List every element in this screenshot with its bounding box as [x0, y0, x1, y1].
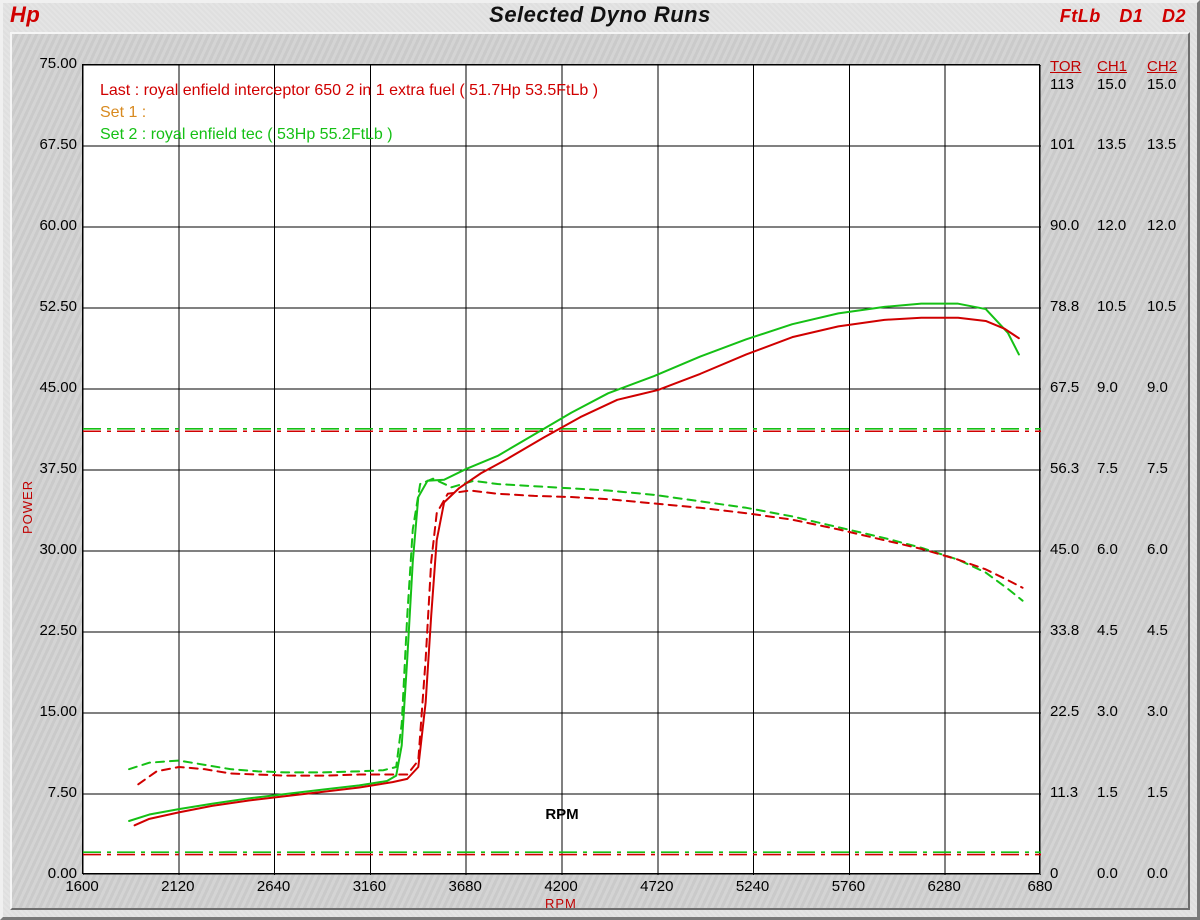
header-d2-label: D2 [1162, 6, 1186, 26]
right-tick: 10.5 [1097, 298, 1126, 315]
right-tick: 4.5 [1147, 622, 1168, 639]
title-bar: Hp Selected Dyno Runs FtLb D1 D2 [4, 2, 1196, 30]
right-tick: 12.0 [1147, 217, 1176, 234]
right-tick: 13.5 [1097, 136, 1126, 153]
right-tick: 101 [1050, 136, 1075, 153]
header-right-group: FtLb D1 D2 [1048, 2, 1186, 28]
right-tick: 3.0 [1097, 703, 1118, 720]
ytick-left: 52.50 [27, 298, 77, 315]
plot-frame: RPM Last : royal enfield interceptor 650… [10, 32, 1190, 910]
ytick-left: 37.50 [27, 460, 77, 477]
xtick: 3680 [449, 878, 482, 895]
ytick-left: 60.00 [27, 217, 77, 234]
header-title: Selected Dyno Runs [489, 2, 711, 27]
right-tick: 33.8 [1050, 622, 1079, 639]
legend-set2: Set 2 : royal enfield tec ( 53Hp 55.2FtL… [100, 126, 393, 144]
right-tick: 45.0 [1050, 541, 1079, 558]
right-tick: 7.5 [1147, 460, 1168, 477]
right-tick: 22.5 [1050, 703, 1079, 720]
ytick-left: 15.00 [27, 703, 77, 720]
right-tick: 67.5 [1050, 379, 1079, 396]
dyno-window: Hp Selected Dyno Runs FtLb D1 D2 RPM Las… [0, 0, 1200, 920]
right-tick: 0.0 [1097, 865, 1118, 882]
right-tick: 1.5 [1147, 784, 1168, 801]
xtick: 1600 [65, 878, 98, 895]
right-tick: 15.0 [1147, 76, 1176, 93]
right-tick: 15.0 [1097, 76, 1126, 93]
xtick: 5240 [736, 878, 769, 895]
right-tick: 113 [1050, 76, 1074, 93]
right-tick: 6.0 [1147, 541, 1168, 558]
ytick-left: 45.00 [27, 379, 77, 396]
right-header: TOR [1050, 58, 1081, 75]
ytick-left: 30.00 [27, 541, 77, 558]
ytick-left: 75.00 [27, 55, 77, 72]
right-tick: 0.0 [1147, 865, 1168, 882]
header-ftlb-label: FtLb [1060, 6, 1101, 26]
right-tick: 4.5 [1097, 622, 1118, 639]
right-tick: 0 [1050, 865, 1058, 882]
right-tick: 3.0 [1147, 703, 1168, 720]
header-d1-label: D1 [1119, 6, 1143, 26]
xtick: 4720 [640, 878, 673, 895]
right-tick: 78.8 [1050, 298, 1079, 315]
right-tick: 12.0 [1097, 217, 1126, 234]
legend-last: Last : royal enfield interceptor 650 2 i… [100, 82, 598, 100]
right-tick: 13.5 [1147, 136, 1176, 153]
legend-set1: Set 1 : [100, 104, 146, 122]
right-tick: 90.0 [1050, 217, 1079, 234]
x-axis-title: RPM [545, 896, 577, 911]
ytick-left: 67.50 [27, 136, 77, 153]
xtick: 2640 [257, 878, 290, 895]
ytick-left: 7.50 [27, 784, 77, 801]
plot-svg [83, 65, 1041, 875]
plot-area[interactable]: RPM [82, 64, 1040, 874]
rpm-center-label: RPM [545, 806, 578, 823]
right-tick: 10.5 [1147, 298, 1176, 315]
right-tick: 6.0 [1097, 541, 1118, 558]
right-tick: 9.0 [1097, 379, 1118, 396]
y-axis-title: POWER [20, 480, 35, 534]
right-tick: 1.5 [1097, 784, 1118, 801]
header-hp-label: Hp [10, 2, 40, 28]
right-header: CH1 [1097, 58, 1127, 75]
right-tick: 7.5 [1097, 460, 1118, 477]
right-tick: 56.3 [1050, 460, 1079, 477]
right-tick: 9.0 [1147, 379, 1168, 396]
xtick: 680 [1027, 878, 1052, 895]
xtick: 3160 [353, 878, 386, 895]
right-tick: 11.3 [1050, 784, 1078, 801]
xtick: 2120 [161, 878, 194, 895]
xtick: 6280 [928, 878, 961, 895]
xtick: 5760 [832, 878, 865, 895]
right-header: CH2 [1147, 58, 1177, 75]
ytick-left: 22.50 [27, 622, 77, 639]
xtick: 4200 [544, 878, 577, 895]
